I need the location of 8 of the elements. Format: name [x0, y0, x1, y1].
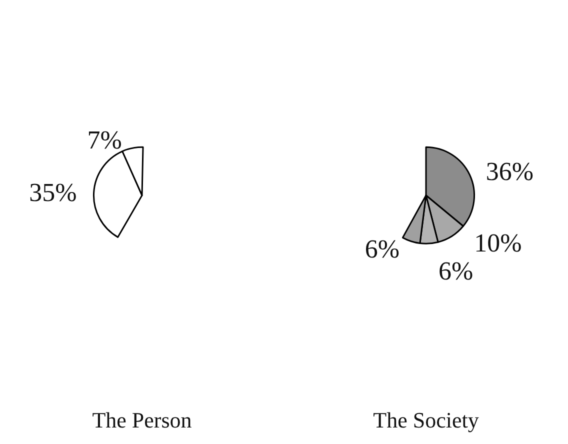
- text: The Society: [373, 408, 479, 432]
- data-label: 35%: [29, 178, 77, 207]
- text: The Person: [92, 408, 192, 432]
- data-label: 7%: [87, 126, 122, 155]
- data-label: 10%: [474, 228, 522, 258]
- data-label: 6%: [438, 256, 474, 286]
- data-label: 36%: [486, 156, 534, 186]
- data-label: 6%: [364, 234, 400, 264]
